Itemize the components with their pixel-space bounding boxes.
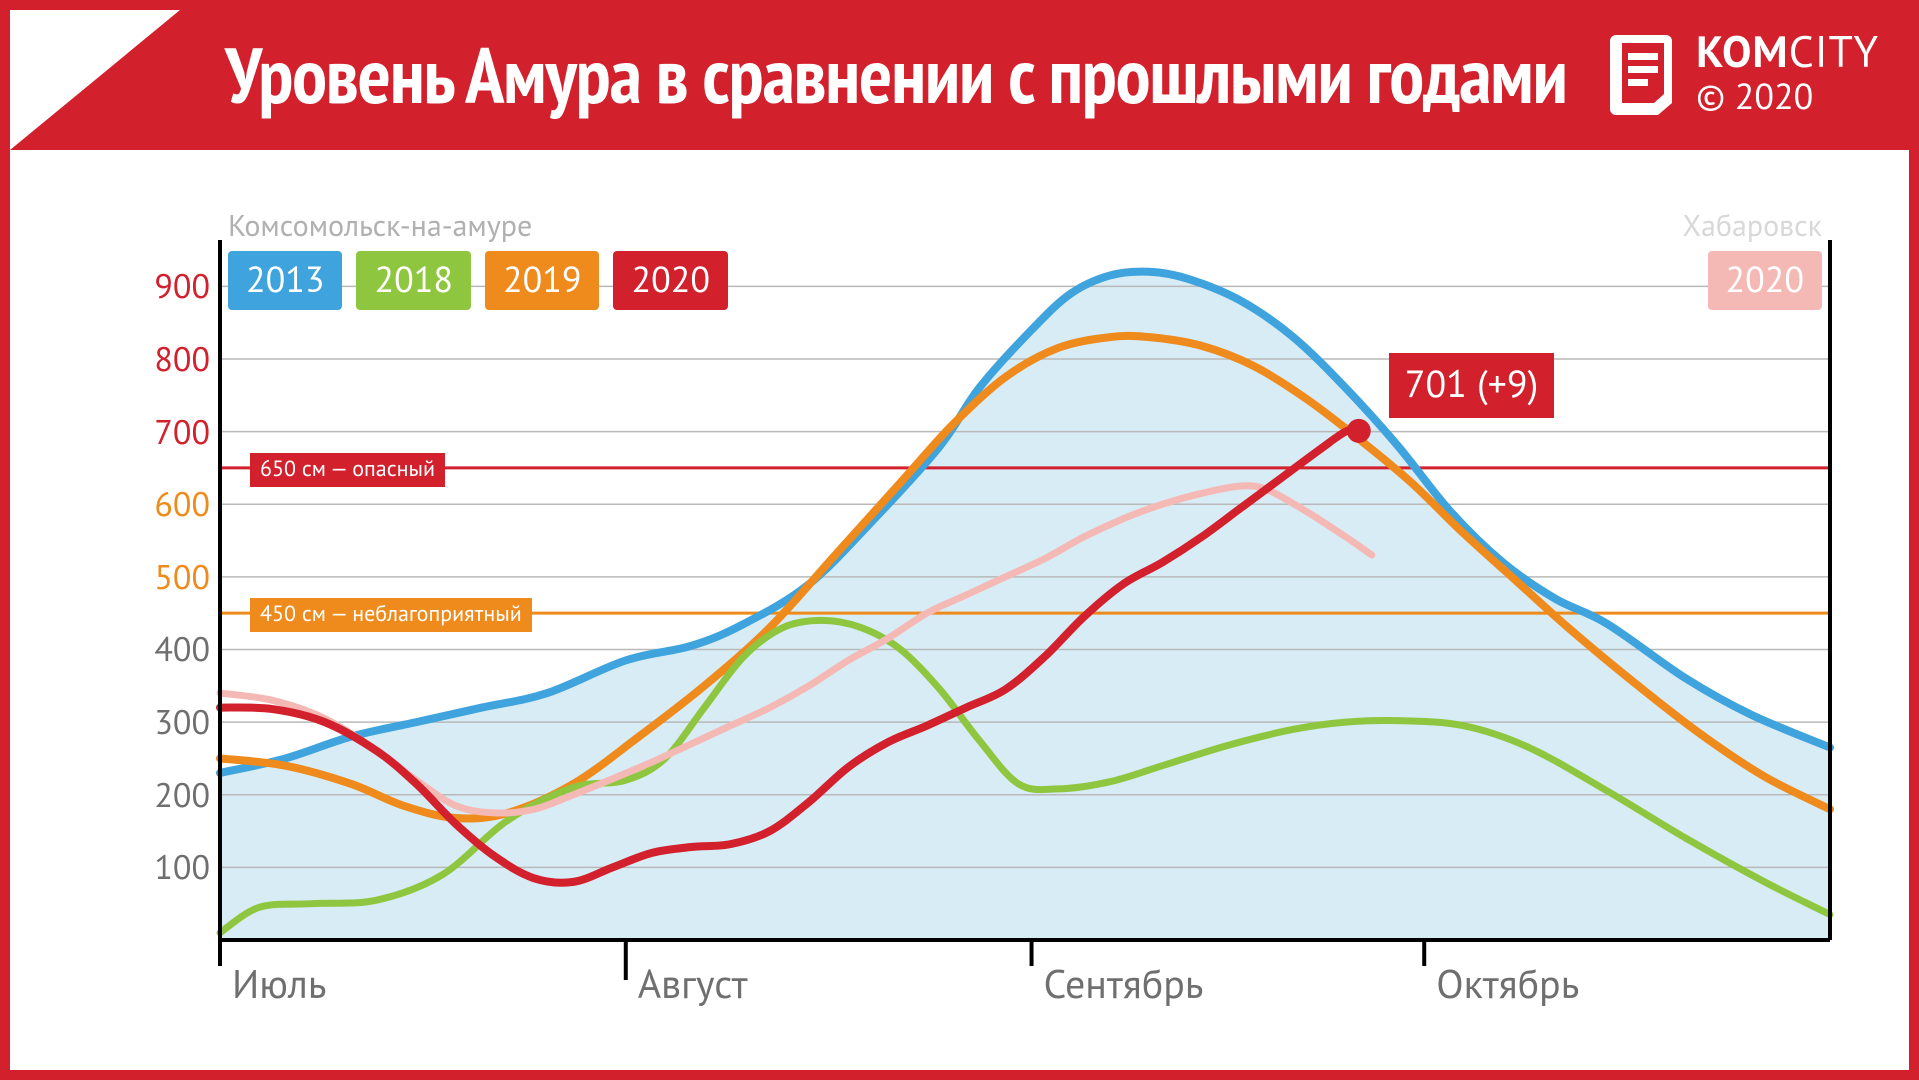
x-tick-label: Сентябрь (1044, 958, 1204, 1010)
x-tick-label: Июль (232, 958, 326, 1010)
y-tick-label: 800 (130, 337, 210, 381)
brand-name: KOMCITY (1696, 28, 1879, 76)
brand-logo-icon (1604, 29, 1678, 115)
y-tick-label: 200 (130, 773, 210, 817)
series-2020-endpoint (1347, 419, 1371, 443)
threshold-label: 650 см — опасный (250, 453, 445, 487)
y-tick-label: 600 (130, 482, 210, 526)
y-tick-label: 500 (130, 555, 210, 599)
x-tick-label: Август (638, 958, 748, 1010)
legend-chip-2020: 2020 (613, 251, 727, 310)
chart: Комсомольск-на-амуре 2013201820192020 Ха… (100, 200, 1850, 1020)
current-level-annotation: 701 (+9) (1389, 353, 1554, 418)
legend-komsomolsk: Комсомольск-на-амуре 20132018 20192020 (228, 206, 728, 310)
legend-chip-2013: 2013 (228, 251, 342, 310)
y-tick-label: 900 (130, 264, 210, 308)
header-notch (10, 10, 180, 150)
y-tick-label: 400 (130, 627, 210, 671)
legend-khabarovsk: Хабаровск 2020 (1682, 206, 1822, 310)
y-tick-label: 300 (130, 700, 210, 744)
legend-komsomolsk-label: Комсомольск-на-амуре (228, 206, 728, 245)
legend-chip-2018: 2018 (356, 251, 470, 310)
brand: KOMCITY © 2020 (1604, 28, 1879, 116)
x-tick-label: Октябрь (1436, 958, 1579, 1010)
page-title: Уровень Амура в сравнении с прошлыми год… (225, 24, 1567, 125)
legend-chip-2019: 2019 (485, 251, 599, 310)
legend-khabarovsk-label: Хабаровск (1682, 206, 1822, 245)
brand-copyright: © 2020 (1696, 76, 1879, 116)
legend-chip-2020kh: 2020 (1708, 251, 1822, 310)
y-tick-label: 700 (130, 410, 210, 454)
y-tick-label: 100 (130, 845, 210, 889)
threshold-label: 450 см — неблагоприятный (250, 598, 532, 632)
